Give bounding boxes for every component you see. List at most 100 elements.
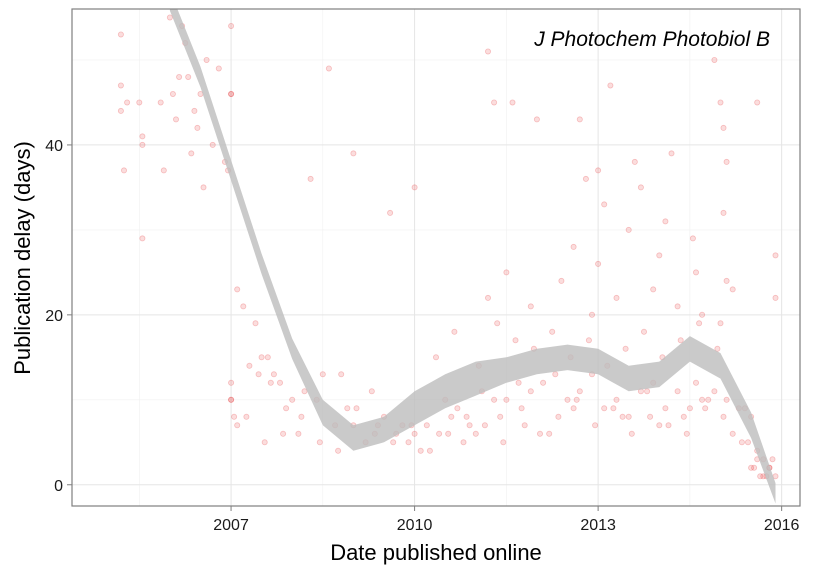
data-point <box>368 388 375 395</box>
data-point <box>668 150 675 157</box>
data-point <box>772 294 779 301</box>
data-point <box>631 158 638 165</box>
data-point <box>240 303 247 310</box>
data-point <box>647 413 654 420</box>
data-point <box>769 456 776 463</box>
data-point <box>176 74 183 81</box>
data-point <box>353 405 360 412</box>
data-point <box>576 388 583 395</box>
data-point <box>613 396 620 403</box>
x-tick-label: 2013 <box>580 517 616 534</box>
data-point <box>307 175 314 182</box>
data-point <box>200 184 207 191</box>
data-point <box>234 422 241 429</box>
data-point <box>705 396 712 403</box>
data-point <box>680 413 687 420</box>
data-point <box>619 413 626 420</box>
data-point <box>503 396 510 403</box>
data-point <box>576 116 583 123</box>
data-point <box>662 405 669 412</box>
data-point <box>484 294 491 301</box>
data-point <box>641 328 648 335</box>
data-point <box>689 235 696 242</box>
data-point <box>613 294 620 301</box>
x-tick-label: 2016 <box>764 517 800 534</box>
smooth-ribbon-layer <box>169 9 776 504</box>
data-point <box>301 388 308 395</box>
data-point <box>637 184 644 191</box>
data-point <box>748 464 755 471</box>
data-point <box>169 91 176 98</box>
data-point <box>276 379 283 386</box>
data-point <box>185 74 192 81</box>
data-point <box>215 65 222 72</box>
data-point <box>411 430 418 437</box>
data-point <box>231 413 238 420</box>
data-point <box>494 320 501 327</box>
data-point <box>662 218 669 225</box>
data-point <box>693 379 700 386</box>
data-point <box>625 226 632 233</box>
data-point <box>451 328 458 335</box>
data-point <box>157 99 164 106</box>
data-point <box>172 116 179 123</box>
data-point <box>521 422 528 429</box>
data-point <box>258 354 265 361</box>
data-point <box>166 14 173 21</box>
data-point <box>466 422 473 429</box>
data-point <box>674 388 681 395</box>
x-tick-label: 2007 <box>213 517 249 534</box>
data-point <box>546 430 553 437</box>
data-point <box>720 413 727 420</box>
data-point <box>537 430 544 437</box>
y-axis-title: Publication delay (days) <box>10 141 35 375</box>
data-point <box>228 91 235 98</box>
data-point <box>484 48 491 55</box>
data-point <box>573 396 580 403</box>
data-point <box>481 422 488 429</box>
data-point <box>283 405 290 412</box>
data-point <box>644 388 651 395</box>
data-point <box>246 362 253 369</box>
data-point <box>160 167 167 174</box>
data-point <box>540 379 547 386</box>
data-point <box>558 277 565 284</box>
data-point <box>234 286 241 293</box>
major-gridlines <box>72 9 800 506</box>
data-point <box>564 396 571 403</box>
data-point <box>518 405 525 412</box>
data-point <box>387 209 394 216</box>
data-point <box>289 396 296 403</box>
data-point <box>426 447 433 454</box>
data-point <box>417 447 424 454</box>
data-point <box>515 379 522 386</box>
smooth-confidence-ribbon <box>169 9 776 504</box>
data-point <box>699 396 706 403</box>
data-point <box>252 320 259 327</box>
data-point <box>117 31 124 38</box>
data-point <box>188 150 195 157</box>
x-axis-ticks: 2007 2010 2013 2016 <box>213 506 800 534</box>
data-point <box>228 396 235 403</box>
data-point <box>316 439 323 446</box>
data-point <box>491 99 498 106</box>
data-point <box>570 243 577 250</box>
data-point <box>497 413 504 420</box>
data-point <box>628 430 635 437</box>
data-point <box>139 141 146 148</box>
x-axis-title: Date published online <box>330 540 542 565</box>
data-point <box>656 252 663 259</box>
data-point <box>527 303 534 310</box>
data-points <box>117 14 779 480</box>
data-point <box>350 150 357 157</box>
data-point <box>436 430 443 437</box>
data-point <box>751 464 758 471</box>
data-point <box>139 133 146 140</box>
data-point <box>117 82 124 89</box>
data-point <box>745 439 752 446</box>
x-tick-label: 2010 <box>397 517 433 534</box>
data-point <box>717 320 724 327</box>
data-point <box>723 158 730 165</box>
data-point <box>711 388 718 395</box>
data-point <box>585 337 592 344</box>
